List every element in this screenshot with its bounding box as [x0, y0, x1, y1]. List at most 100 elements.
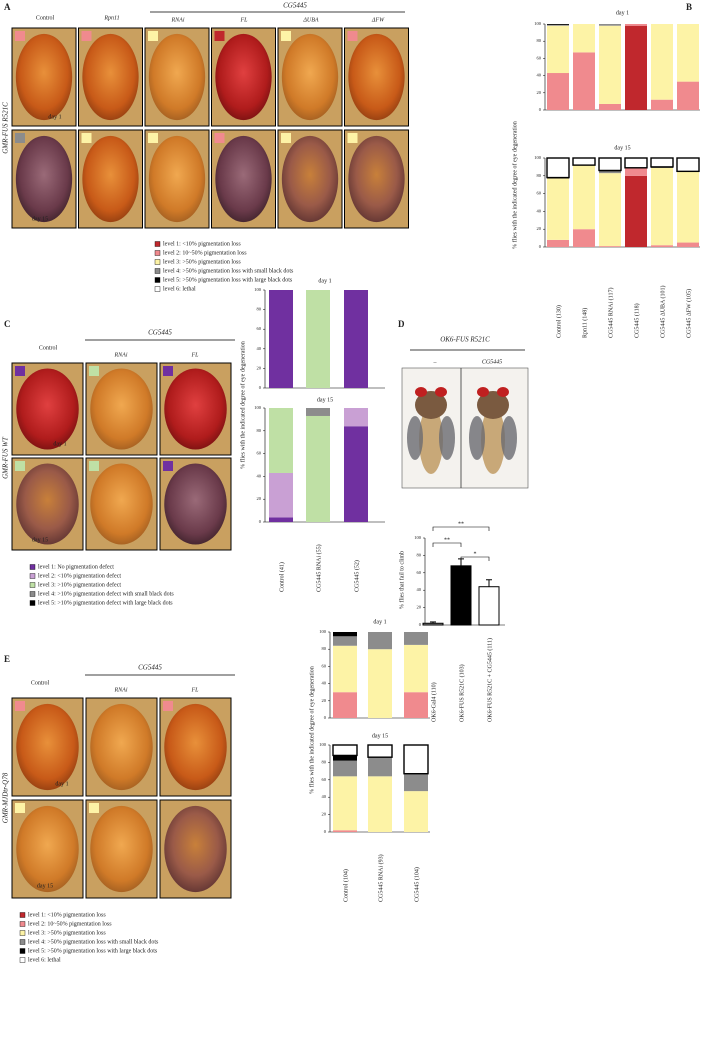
- eye: [90, 703, 153, 791]
- label: A: [4, 2, 11, 12]
- bar-segment: [333, 755, 357, 761]
- fly-thorax: [415, 391, 447, 419]
- significance-label: **: [458, 521, 464, 527]
- y-tick-label: 60: [257, 326, 262, 331]
- y-tick-label: 20: [417, 605, 422, 610]
- legend-label: level 6: lethal: [163, 286, 196, 292]
- level-square: [148, 31, 158, 41]
- y-tick-label: 60: [537, 55, 542, 60]
- level-square: [15, 803, 25, 813]
- bar-segment: [677, 81, 699, 110]
- y-tick-label: 80: [537, 38, 542, 43]
- legend-swatch: [154, 250, 161, 256]
- level-square: [281, 31, 291, 41]
- x-tick-label: CG5445 (104): [413, 867, 420, 902]
- x-tick-label: Rpn11 (148): [581, 308, 588, 338]
- legend-label: level 2: 10~50% pigmentation loss: [28, 921, 112, 927]
- bar-segment: [573, 24, 595, 53]
- bar-segment: [368, 632, 392, 650]
- level-square: [281, 133, 291, 143]
- y-tick-label: 40: [417, 587, 422, 592]
- y-tick-label: 0: [539, 244, 542, 249]
- bar-segment: [573, 229, 595, 247]
- fly-wing: [407, 416, 423, 460]
- label: day 1: [48, 114, 61, 120]
- legend-label: level 1: No pigmentation defect: [38, 563, 114, 570]
- legend-swatch: [19, 921, 26, 927]
- fly-eye: [435, 387, 447, 397]
- eye: [215, 135, 272, 223]
- bar-segment: [547, 178, 569, 240]
- legend-label: level 6: lethal: [28, 957, 61, 963]
- bar-segment: [333, 636, 357, 646]
- legend-label: level 3: >50% pigmentation loss: [163, 259, 241, 265]
- legend-swatch: [19, 912, 26, 918]
- bar-segment: [333, 645, 357, 693]
- label: CG5445: [283, 2, 307, 10]
- bar-segment: [599, 103, 621, 110]
- label: GMR-FUS R521C: [2, 102, 10, 154]
- bar-segment: [306, 415, 330, 522]
- y-axis-label: % flies with the indicated degree of eye…: [239, 341, 246, 469]
- y-tick-label: 100: [534, 155, 542, 160]
- label: FL: [190, 352, 199, 358]
- legend-label: level 5: >10% pigmentation defect with l…: [38, 599, 173, 606]
- bar-segment: [599, 246, 621, 247]
- chart-title: day 1: [318, 278, 331, 284]
- y-tick-label: 80: [322, 759, 327, 764]
- bar-segment: [651, 99, 673, 110]
- x-tick-label: CG5445 ΔFW (105): [685, 289, 692, 338]
- bar-segment: [333, 692, 357, 718]
- legend-label: level 3: >10% pigmentation defect: [38, 581, 121, 588]
- legend-label: level 5: >50% pigmentation loss with lar…: [163, 277, 293, 283]
- y-tick-label: 80: [417, 552, 422, 557]
- x-tick-label: Control (130): [555, 305, 562, 338]
- label: GMR-FUS WT: [2, 436, 10, 479]
- label: day 1: [55, 781, 68, 787]
- bar-segment: [625, 24, 647, 26]
- legend-swatch: [154, 277, 161, 283]
- level-square: [214, 133, 225, 143]
- bar-segment: [344, 426, 368, 522]
- level-square: [15, 133, 25, 143]
- x-tick-label: Control (41): [278, 562, 285, 592]
- significance-label: **: [444, 537, 450, 543]
- legend-swatch: [29, 582, 36, 588]
- x-tick-label: CG5445 ΔUBA (101): [659, 285, 666, 338]
- label: RNAi: [114, 352, 128, 358]
- label: Rpn11: [103, 15, 119, 21]
- bar-segment: [547, 24, 569, 26]
- label: RNAi: [171, 17, 185, 23]
- error-bar: [430, 621, 436, 624]
- y-axis-label: % flies that fail to climb: [398, 551, 405, 609]
- fly-wing: [501, 416, 517, 460]
- eye: [90, 805, 153, 893]
- bar-segment: [368, 649, 392, 718]
- label: day 15: [37, 883, 53, 889]
- bar-segment: [344, 290, 368, 388]
- label: CG5445: [148, 329, 172, 337]
- fly-wing: [469, 416, 485, 460]
- legend-swatch: [154, 259, 161, 265]
- y-tick-label: 100: [319, 742, 327, 747]
- bar-segment: [599, 25, 621, 104]
- bar-segment: [368, 776, 392, 832]
- eye: [82, 33, 139, 121]
- eye: [15, 33, 73, 121]
- y-tick-label: 0: [324, 829, 327, 834]
- eye: [16, 805, 79, 893]
- x-tick-label: CG5445 (118): [633, 303, 640, 338]
- y-tick-label: 20: [322, 812, 327, 817]
- y-tick-label: 40: [322, 794, 327, 799]
- y-tick-label: 100: [414, 535, 422, 540]
- y-tick-label: 0: [419, 622, 422, 627]
- bar-segment: [344, 408, 368, 427]
- level-square: [81, 133, 92, 143]
- bar-segment: [269, 517, 293, 522]
- y-tick-label: 0: [324, 715, 327, 720]
- level-square: [15, 31, 25, 41]
- bar-segment: [306, 290, 330, 388]
- y-tick-label: 80: [322, 646, 327, 651]
- legend-swatch: [19, 957, 26, 963]
- significance-bracket: [460, 556, 490, 561]
